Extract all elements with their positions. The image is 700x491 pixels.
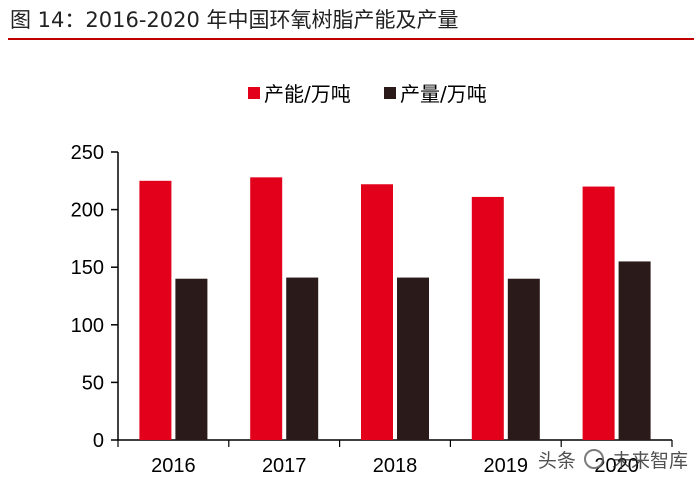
bar-output-2019	[507, 278, 540, 440]
bar-output-2017	[286, 277, 319, 440]
bar-capacity-2019	[471, 196, 504, 440]
legend-label: 产量/万吨	[400, 82, 487, 106]
y-tick-label: 150	[71, 257, 104, 279]
x-tick-label: 2020	[594, 455, 639, 477]
y-tick-label: 0	[93, 430, 104, 452]
figure-title: 图 14：2016-2020 年中国环氧树脂产能及产量	[10, 8, 459, 32]
y-tick-label: 200	[71, 200, 104, 222]
watermark-source: 未来智库	[611, 450, 688, 472]
wechat-logo-icon	[583, 449, 604, 469]
x-tick-label: 2019	[484, 455, 529, 477]
y-tick-label: 100	[71, 315, 104, 337]
bar-capacity-2017	[250, 177, 283, 440]
legend-swatch	[384, 87, 396, 99]
bar-capacity-2020	[582, 186, 615, 440]
title-rule	[8, 38, 694, 40]
x-tick-label: 2016	[151, 455, 196, 477]
watermark-prefix: 头条	[537, 450, 576, 472]
bar-capacity-2018	[361, 184, 393, 440]
x-tick-label: 2018	[373, 455, 418, 477]
bar-output-2016	[175, 278, 208, 440]
legend-swatch	[248, 87, 260, 99]
bar-capacity-2016	[139, 180, 172, 441]
y-tick-label: 50	[82, 372, 104, 394]
legend-label: 产能/万吨	[264, 82, 351, 106]
bar-output-2020	[618, 261, 651, 440]
x-tick-label: 2017	[262, 455, 307, 477]
y-tick-label: 250	[71, 142, 104, 164]
bar-output-2018	[397, 277, 429, 440]
watermark: 头条 未来智库	[538, 446, 688, 473]
